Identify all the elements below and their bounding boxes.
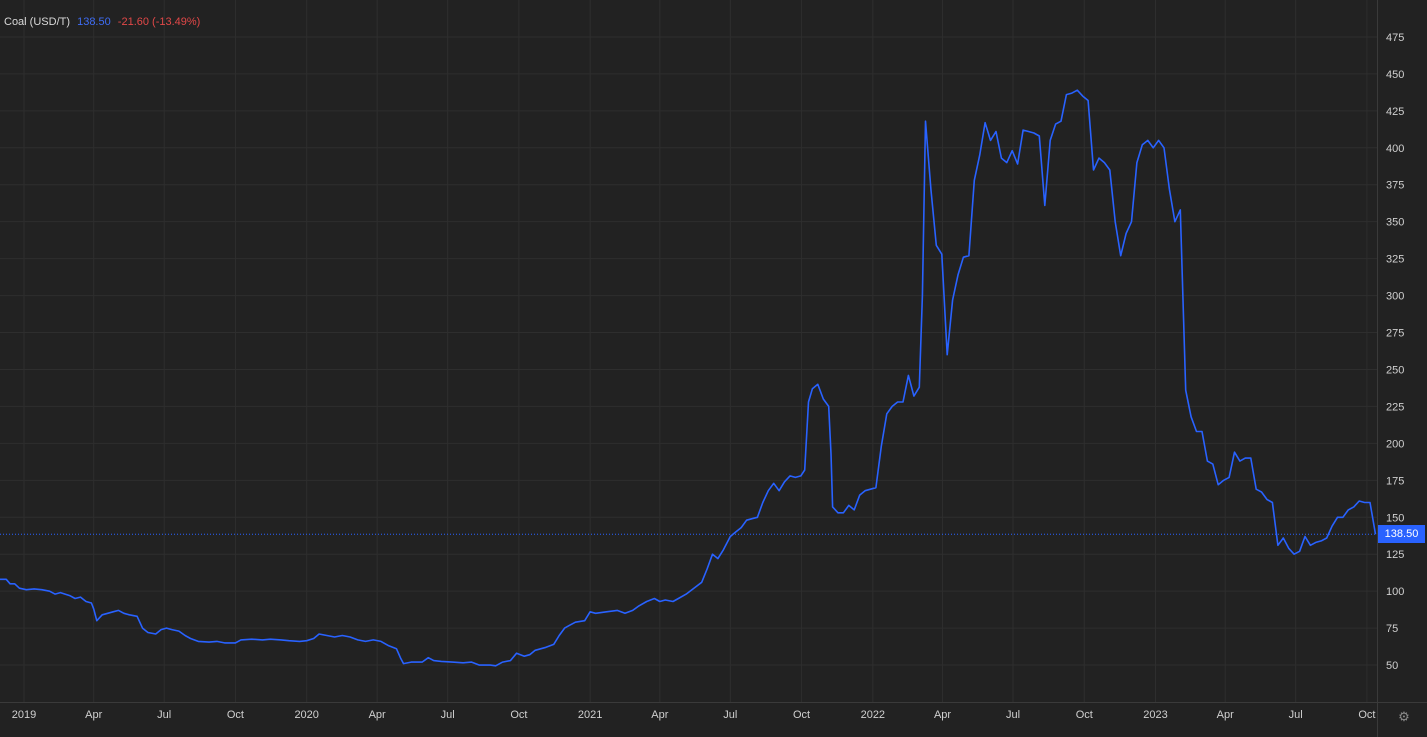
- x-tick-label: Jul: [1289, 709, 1303, 721]
- legend-last-value: 138.50: [77, 16, 111, 28]
- x-tick-label: Apr: [85, 709, 102, 721]
- x-tick-label: 2021: [578, 709, 602, 721]
- y-tick-label: 425: [1386, 106, 1404, 118]
- y-tick-label: 350: [1386, 217, 1404, 229]
- gear-icon[interactable]: ⚙: [1398, 709, 1410, 724]
- x-tick-label: Oct: [510, 709, 527, 721]
- y-tick-label: 100: [1386, 586, 1404, 598]
- x-tick-label: Apr: [1217, 709, 1234, 721]
- y-tick-label: 50: [1386, 660, 1398, 672]
- y-tick-label: 450: [1386, 69, 1404, 81]
- x-tick-label: Apr: [369, 709, 386, 721]
- x-tick-label: Oct: [227, 709, 244, 721]
- y-tick-label: 375: [1386, 180, 1404, 192]
- x-tick-label: 2023: [1143, 709, 1167, 721]
- y-tick-label: 175: [1386, 475, 1404, 487]
- y-tick-label: 225: [1386, 401, 1404, 413]
- x-tick-label: 2019: [12, 709, 36, 721]
- x-tick-label: 2022: [861, 709, 885, 721]
- y-tick-label: 275: [1386, 328, 1404, 340]
- series-line-coal: [0, 89, 1377, 667]
- x-tick-label: 2020: [294, 709, 318, 721]
- y-tick-label: 475: [1386, 32, 1404, 44]
- last-price-tag: 138.50: [1378, 525, 1425, 544]
- x-tick-label: Jul: [723, 709, 737, 721]
- chart-legend: Coal (USD/T) 138.50 -21.60 (-13.49%): [4, 16, 204, 28]
- x-tick-label: Jul: [1006, 709, 1020, 721]
- y-tick-label: 400: [1386, 143, 1404, 155]
- y-tick-label: 150: [1386, 512, 1404, 524]
- x-tick-label: Jul: [441, 709, 455, 721]
- legend-change: -21.60 (-13.49%): [117, 16, 201, 28]
- x-tick-label: Oct: [1076, 709, 1093, 721]
- x-tick-label: Oct: [793, 709, 810, 721]
- x-tick-label: Apr: [934, 709, 951, 721]
- y-tick-label: 200: [1386, 438, 1404, 450]
- y-tick-label: 325: [1386, 254, 1404, 266]
- x-tick-label: Apr: [651, 709, 668, 721]
- y-tick-label: 250: [1386, 364, 1404, 376]
- y-tick-label: 75: [1386, 623, 1398, 635]
- y-tick-label: 125: [1386, 549, 1404, 561]
- y-tick-label: 300: [1386, 291, 1404, 303]
- x-tick-label: Oct: [1358, 709, 1375, 721]
- legend-series-name: Coal (USD/T): [4, 16, 71, 28]
- x-tick-label: Jul: [157, 709, 171, 721]
